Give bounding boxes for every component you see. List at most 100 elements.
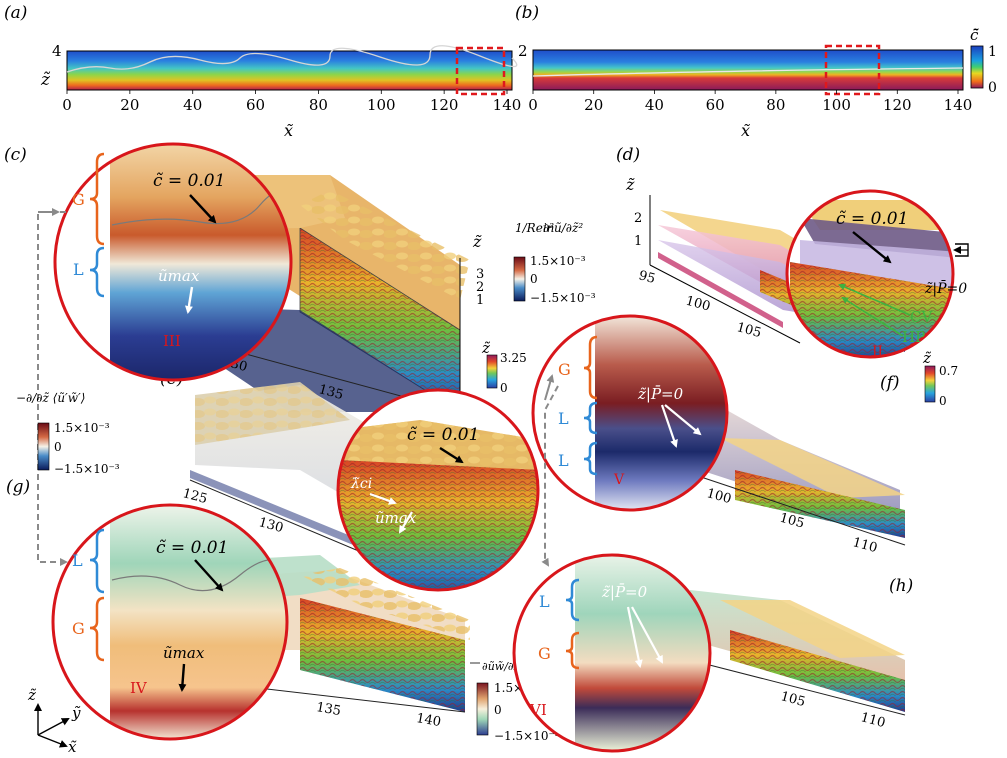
- axes-triad: z̃ ỹ x̃: [27, 686, 81, 756]
- strip-b-interface: [532, 67, 964, 77]
- panel-d-zbar-tick-max: 0.7: [939, 364, 958, 378]
- panel-c-cbar-tick-zero: 0: [530, 272, 538, 286]
- panel-c-zaxis-label: z̃: [472, 232, 482, 251]
- strip-a-xticks: 0 20 40 60 80 100 120 140: [62, 90, 521, 114]
- strip-b-xtick: 100: [822, 96, 851, 114]
- left-cbar-tick-min: −1.5×10⁻³: [54, 462, 120, 476]
- panel-g-xtick: 140: [415, 711, 442, 730]
- strip-a-xtick: 140: [493, 96, 522, 114]
- circle-e-lambda-label: λ̃ci: [350, 476, 372, 492]
- panel-d-xtick: 105: [735, 320, 763, 341]
- circle-III-L-label: L: [73, 260, 84, 279]
- circle-IV-L-label: L: [72, 551, 83, 570]
- circle-V-zP0-label: z̃|P̄=0: [637, 385, 684, 403]
- circle-II-HP-label: HP: [902, 328, 925, 346]
- strip-b-xtick: 140: [944, 96, 973, 114]
- circle-IV-G-label: G: [72, 619, 85, 638]
- strip-a-ymax: 4: [52, 42, 62, 60]
- panel-e-xtick: 130: [257, 515, 285, 536]
- strip-b-xtick: 120: [883, 96, 912, 114]
- panel-c-zbar-label: z̃: [481, 339, 490, 357]
- circle-II-c-label: c̃ = 0.01: [836, 209, 908, 229]
- panel-g-cbar-tick-min: −1.5×10⁻³: [494, 729, 560, 743]
- strip-a-interface: [66, 45, 518, 73]
- strip-a-xtick: 60: [246, 96, 265, 114]
- panel-h-xtick: 110: [859, 710, 887, 731]
- strip-a-xlabel: x̃: [284, 121, 293, 140]
- circle-e-c-label: c̃ = 0.01: [407, 425, 479, 445]
- strip-b-colorbar: [970, 45, 984, 89]
- panel-c-ztick-1: 1: [476, 293, 484, 308]
- panel-g-cbar-tick-zero: 0: [494, 703, 502, 717]
- panel-g-xtick: 135: [315, 700, 342, 719]
- triad-z-label: z̃: [27, 686, 36, 704]
- panel-d-x-axis: [649, 264, 801, 344]
- panel-d-ztick-2: 2: [634, 211, 642, 226]
- panel-letter-c: (c): [4, 145, 27, 165]
- panel-h-volume: 105 110: [689, 590, 906, 731]
- strip-b-colorbar-tick-max: 1: [988, 44, 997, 60]
- strip-b-ymax: 2: [518, 42, 528, 60]
- panel-c-ztick-3: 3: [476, 267, 484, 282]
- circle-III-roman: III: [163, 332, 181, 350]
- circle-e-umax-label: ũmax: [375, 509, 417, 527]
- left-colorbar: −∂/∂z̃ ⟨ũ′w̃′⟩ 1.5×10⁻³ 0 −1.5×10⁻³: [16, 391, 120, 476]
- panel-d-zbar-label: z̃: [922, 349, 931, 367]
- strip-a: 0 20 40 60 80 100 120 140 z̃ 4 x̃: [40, 42, 521, 140]
- zoom-circle-III: c̃ = 0.01 ũmax III G L: [53, 142, 293, 382]
- strip-a-xtick: 0: [62, 96, 72, 114]
- circle-VI-roman: VI: [529, 701, 547, 719]
- strip-b-colorbar-tick-min: 0: [988, 80, 997, 96]
- panel-g-volume: 130135140: [119, 555, 470, 730]
- panel-c-ztick-2: 2: [476, 280, 484, 295]
- circle-IV-c-label: c̃ = 0.01: [156, 538, 228, 558]
- circle-V-L-label-1: L: [558, 409, 569, 428]
- circle-V-G-label: G: [558, 360, 571, 379]
- triad-x-label: x̃: [68, 738, 77, 756]
- strip-b: 0 20 40 60 80 100 120 140 2 x̃ c̄̃ 1 0: [518, 26, 997, 140]
- panel-e-xticks: 125 130: [181, 486, 285, 536]
- panel-d-zbar-tick-min: 0: [939, 394, 947, 408]
- panel-e-xtick: 125: [181, 486, 209, 507]
- connector-V-VI: [541, 385, 559, 567]
- strip-a-xtick: 20: [120, 96, 139, 114]
- panel-c-cbar-title-b: ∂²ũ/∂z̃²: [543, 221, 583, 235]
- circle-III-umax-label: ũmax: [158, 267, 200, 285]
- circle-V-L-label-2: L: [558, 451, 569, 470]
- zoom-circle-e: c̃ = 0.01 λ̃ci ũmax: [336, 388, 540, 592]
- panel-c-zbar-tick-min: 0: [500, 381, 508, 395]
- circle-II-roman: II: [872, 344, 883, 360]
- circle-III-c-label: c̃ = 0.01: [153, 171, 225, 191]
- panel-d-colorbar: z̃ 0.7 0: [922, 349, 958, 408]
- panel-letter-h: (h): [889, 576, 913, 596]
- panel-d-xticks: 95 100 105: [637, 268, 763, 341]
- circle-III-G-label: G: [72, 190, 85, 209]
- circle-VI-G-label: G: [538, 644, 551, 663]
- panel-g-cbar-title: ∂ũw̃/∂z̃: [482, 660, 520, 673]
- circle-IV-umax-label: ũmax: [163, 644, 205, 662]
- zoom-circle-VI: z̃|P̄=0 VI L G: [512, 553, 712, 753]
- panel-c-cbar-tick-min: −1.5×10⁻³: [530, 291, 596, 305]
- strip-a-ylabel: z̃: [40, 70, 51, 90]
- left-cbar-tick-zero: 0: [54, 440, 62, 454]
- left-cbar-title: −∂/∂z̃ ⟨ũ′w̃′⟩: [16, 391, 85, 405]
- zoom-circle-IV: c̃ = 0.01 ũmax IV L G: [51, 503, 289, 741]
- panel-d-xtick: 95: [637, 268, 657, 287]
- panel-h-xtick: 105: [779, 689, 807, 710]
- strip-b-xticks: 0 20 40 60 80 100 120 140: [528, 90, 972, 114]
- zoom-circle-V: z̃|P̄=0 V G L L: [531, 314, 729, 512]
- strip-a-xtick: 120: [430, 96, 459, 114]
- panel-letter-f: (f): [880, 373, 900, 393]
- left-cbar-tick-max: 1.5×10⁻³: [54, 421, 110, 435]
- circle-IV-roman: IV: [130, 679, 148, 697]
- circle-II-CV-label: CV: [910, 308, 933, 326]
- panel-f-xticks: 100 105 110: [705, 486, 879, 556]
- panel-f-xtick: 100: [705, 486, 733, 507]
- strip-b-xlabel: x̃: [741, 121, 750, 140]
- panel-c-cbar-tick-max: 1.5×10⁻³: [530, 254, 586, 268]
- panel-e-x-axis: [189, 479, 381, 561]
- panel-letter-d: (d): [616, 145, 640, 165]
- strip-a-xtick: 100: [367, 96, 396, 114]
- circle-VI-L-label: L: [539, 592, 550, 611]
